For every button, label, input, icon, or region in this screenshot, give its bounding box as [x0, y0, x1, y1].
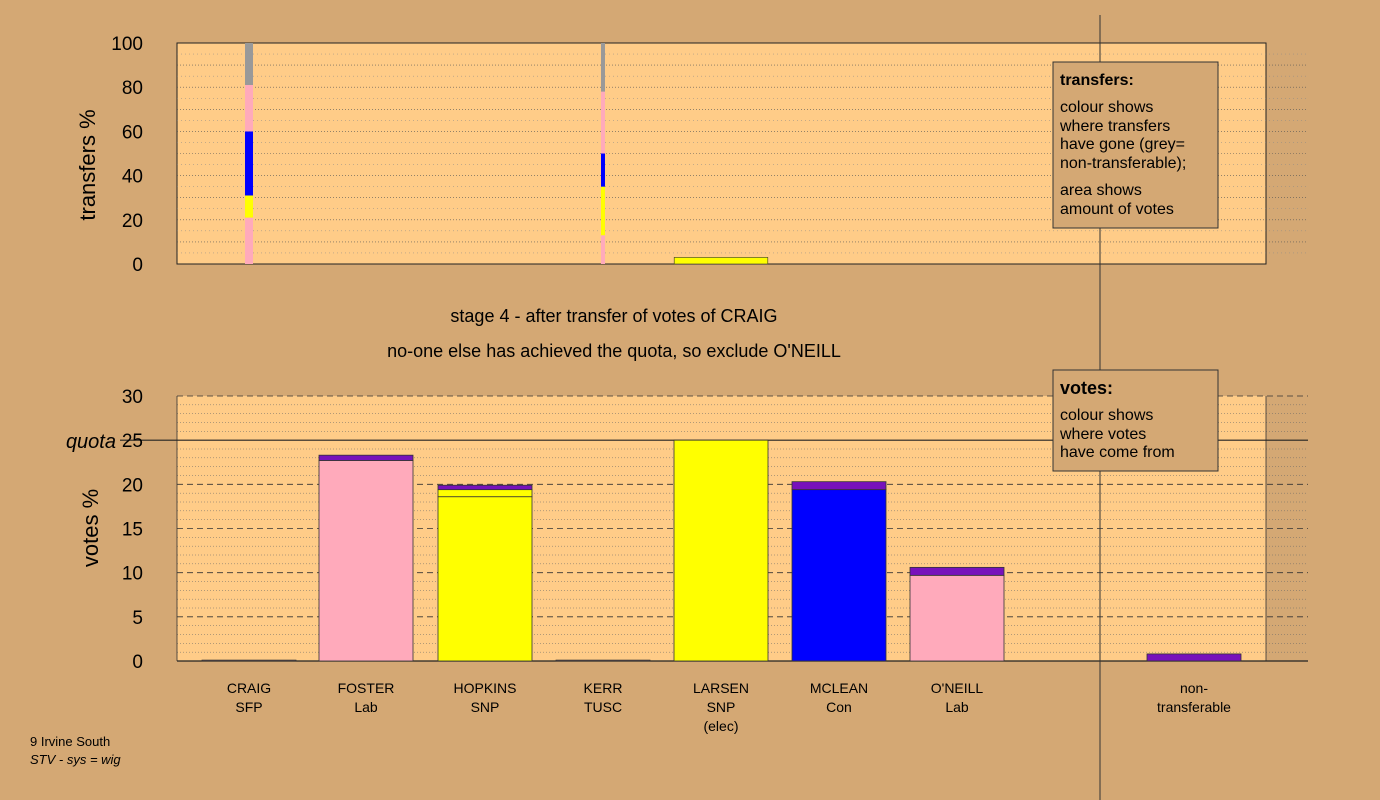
transfer-segment [673, 257, 769, 265]
transfer-segment [601, 153, 605, 187]
votes-legend: votes: colour shows where votes have com… [1052, 369, 1219, 472]
votes-legend-line: colour shows [1060, 407, 1153, 424]
transfers-bars [245, 43, 769, 265]
vote-segment [791, 489, 887, 662]
vote-segment [555, 659, 651, 662]
vote-segment [437, 496, 533, 662]
vote-segment [1146, 653, 1242, 662]
transfer-segment [245, 217, 253, 264]
stage-title: stage 4 - after transfer of votes of CRA… [450, 306, 777, 326]
system-label: STV - sys = wig [30, 752, 121, 767]
candidate-label: transferable [1157, 699, 1231, 715]
y-tick-label: 10 [122, 564, 143, 585]
transfers-y-axis: 0 20 40 60 80 100 [111, 34, 143, 276]
transfer-segment [601, 235, 605, 264]
candidate-label: KERR [584, 680, 623, 696]
candidate-label: HOPKINS [453, 680, 516, 696]
transfers-legend-line: where transfers [1059, 118, 1170, 135]
transfer-segment [601, 186, 605, 236]
constituency-label: 9 Irvine South [30, 734, 110, 749]
vote-segment [909, 574, 1005, 662]
transfers-legend-line: non-transferable); [1060, 155, 1186, 172]
y-tick-label: 20 [122, 211, 143, 232]
quota-label: quota [66, 431, 116, 453]
candidate-label: non- [1180, 680, 1208, 696]
votes-legend-box [1052, 369, 1219, 472]
vote-segment [437, 484, 533, 491]
vote-segment [318, 460, 414, 662]
y-tick-label: 25 [122, 431, 143, 452]
transfers-legend-line: area shows [1060, 182, 1142, 199]
transfers-legend-line: have gone (grey= [1060, 136, 1185, 153]
votes-bars [201, 439, 1242, 662]
candidate-label: Con [826, 699, 852, 715]
y-tick-label: 40 [122, 167, 143, 188]
candidate-label: SFP [235, 699, 262, 715]
votes-y-axis-label: votes % [78, 489, 103, 567]
vote-segment [437, 489, 533, 498]
candidate-label: SNP [471, 699, 500, 715]
transfer-segment [245, 84, 253, 132]
candidate-label: LARSEN [693, 680, 749, 696]
votes-y-axis: 0 5 10 15 20 25 30 [122, 387, 143, 673]
transfer-segment [245, 131, 253, 196]
vote-segment [909, 566, 1005, 576]
transfer-segment [601, 43, 605, 92]
candidate-label: SNP [707, 699, 736, 715]
votes-legend-title: votes: [1060, 378, 1113, 398]
y-tick-label: 5 [132, 608, 143, 629]
transfers-legend-line: colour shows [1060, 99, 1153, 116]
y-tick-label: 15 [122, 520, 143, 541]
candidate-label: FOSTER [338, 680, 395, 696]
y-tick-label: 80 [122, 78, 143, 99]
transfers-legend-line: amount of votes [1060, 201, 1174, 218]
candidate-label: (elec) [703, 718, 738, 734]
vote-segment [318, 454, 414, 461]
candidate-label: Lab [354, 699, 378, 715]
candidate-label: TUSC [584, 699, 622, 715]
vote-segment [673, 439, 769, 662]
votes-legend-line: where votes [1059, 426, 1146, 443]
transfers-y-axis-label: transfers % [75, 109, 100, 220]
transfers-legend-title: transfers: [1060, 72, 1134, 89]
candidate-label: Lab [945, 699, 969, 715]
y-tick-label: 20 [122, 475, 143, 496]
y-tick-label: 30 [122, 387, 143, 408]
transfer-segment [245, 43, 253, 85]
transfers-legend-box [1052, 61, 1219, 229]
transfers-legend: transfers: colour shows where transfers … [1052, 61, 1219, 229]
y-tick-label: 0 [132, 652, 143, 673]
candidate-labels: CRAIG SFP FOSTER Lab HOPKINS SNP KERR TUSC LARSE… [227, 680, 1231, 734]
candidate-label: MCLEAN [810, 680, 868, 696]
transfer-segment [245, 195, 253, 218]
vote-segment [791, 481, 887, 491]
candidate-label: O'NEILL [931, 680, 984, 696]
candidate-label: CRAIG [227, 680, 271, 696]
stage-action: no-one else has achieved the quota, so e… [387, 341, 841, 361]
y-tick-label: 0 [132, 255, 143, 276]
y-tick-label: 60 [122, 122, 143, 143]
transfer-segment [601, 91, 605, 154]
votes-legend-line: have come from [1060, 444, 1175, 461]
vote-segment [201, 659, 297, 662]
y-tick-label: 100 [111, 34, 143, 55]
